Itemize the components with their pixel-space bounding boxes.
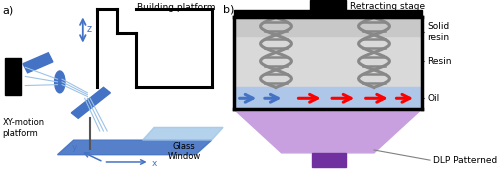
Polygon shape xyxy=(23,53,53,73)
Text: DLP Patterned UV: DLP Patterned UV xyxy=(433,156,500,165)
Text: XY-motion
platform: XY-motion platform xyxy=(2,118,44,138)
Bar xyxy=(234,17,422,109)
Text: Building platform: Building platform xyxy=(137,3,216,12)
Text: Solid
resin: Solid resin xyxy=(427,22,450,42)
Bar xyxy=(234,87,422,109)
Bar xyxy=(234,17,422,36)
Polygon shape xyxy=(72,87,110,118)
Polygon shape xyxy=(58,140,212,155)
Bar xyxy=(4,58,20,95)
Text: Resin: Resin xyxy=(427,57,452,66)
Bar xyxy=(234,10,422,17)
Text: Oil: Oil xyxy=(427,94,440,103)
Text: a): a) xyxy=(2,5,14,15)
Bar xyxy=(310,0,346,10)
Text: Retracting stage: Retracting stage xyxy=(350,2,426,11)
Polygon shape xyxy=(234,109,422,153)
Ellipse shape xyxy=(54,71,65,93)
Text: y: y xyxy=(72,143,76,152)
Text: b): b) xyxy=(223,4,234,14)
Polygon shape xyxy=(142,127,223,140)
Bar xyxy=(312,153,346,167)
Text: Glass
Window: Glass Window xyxy=(168,142,200,161)
Text: x: x xyxy=(152,159,157,168)
Text: z: z xyxy=(86,24,91,34)
